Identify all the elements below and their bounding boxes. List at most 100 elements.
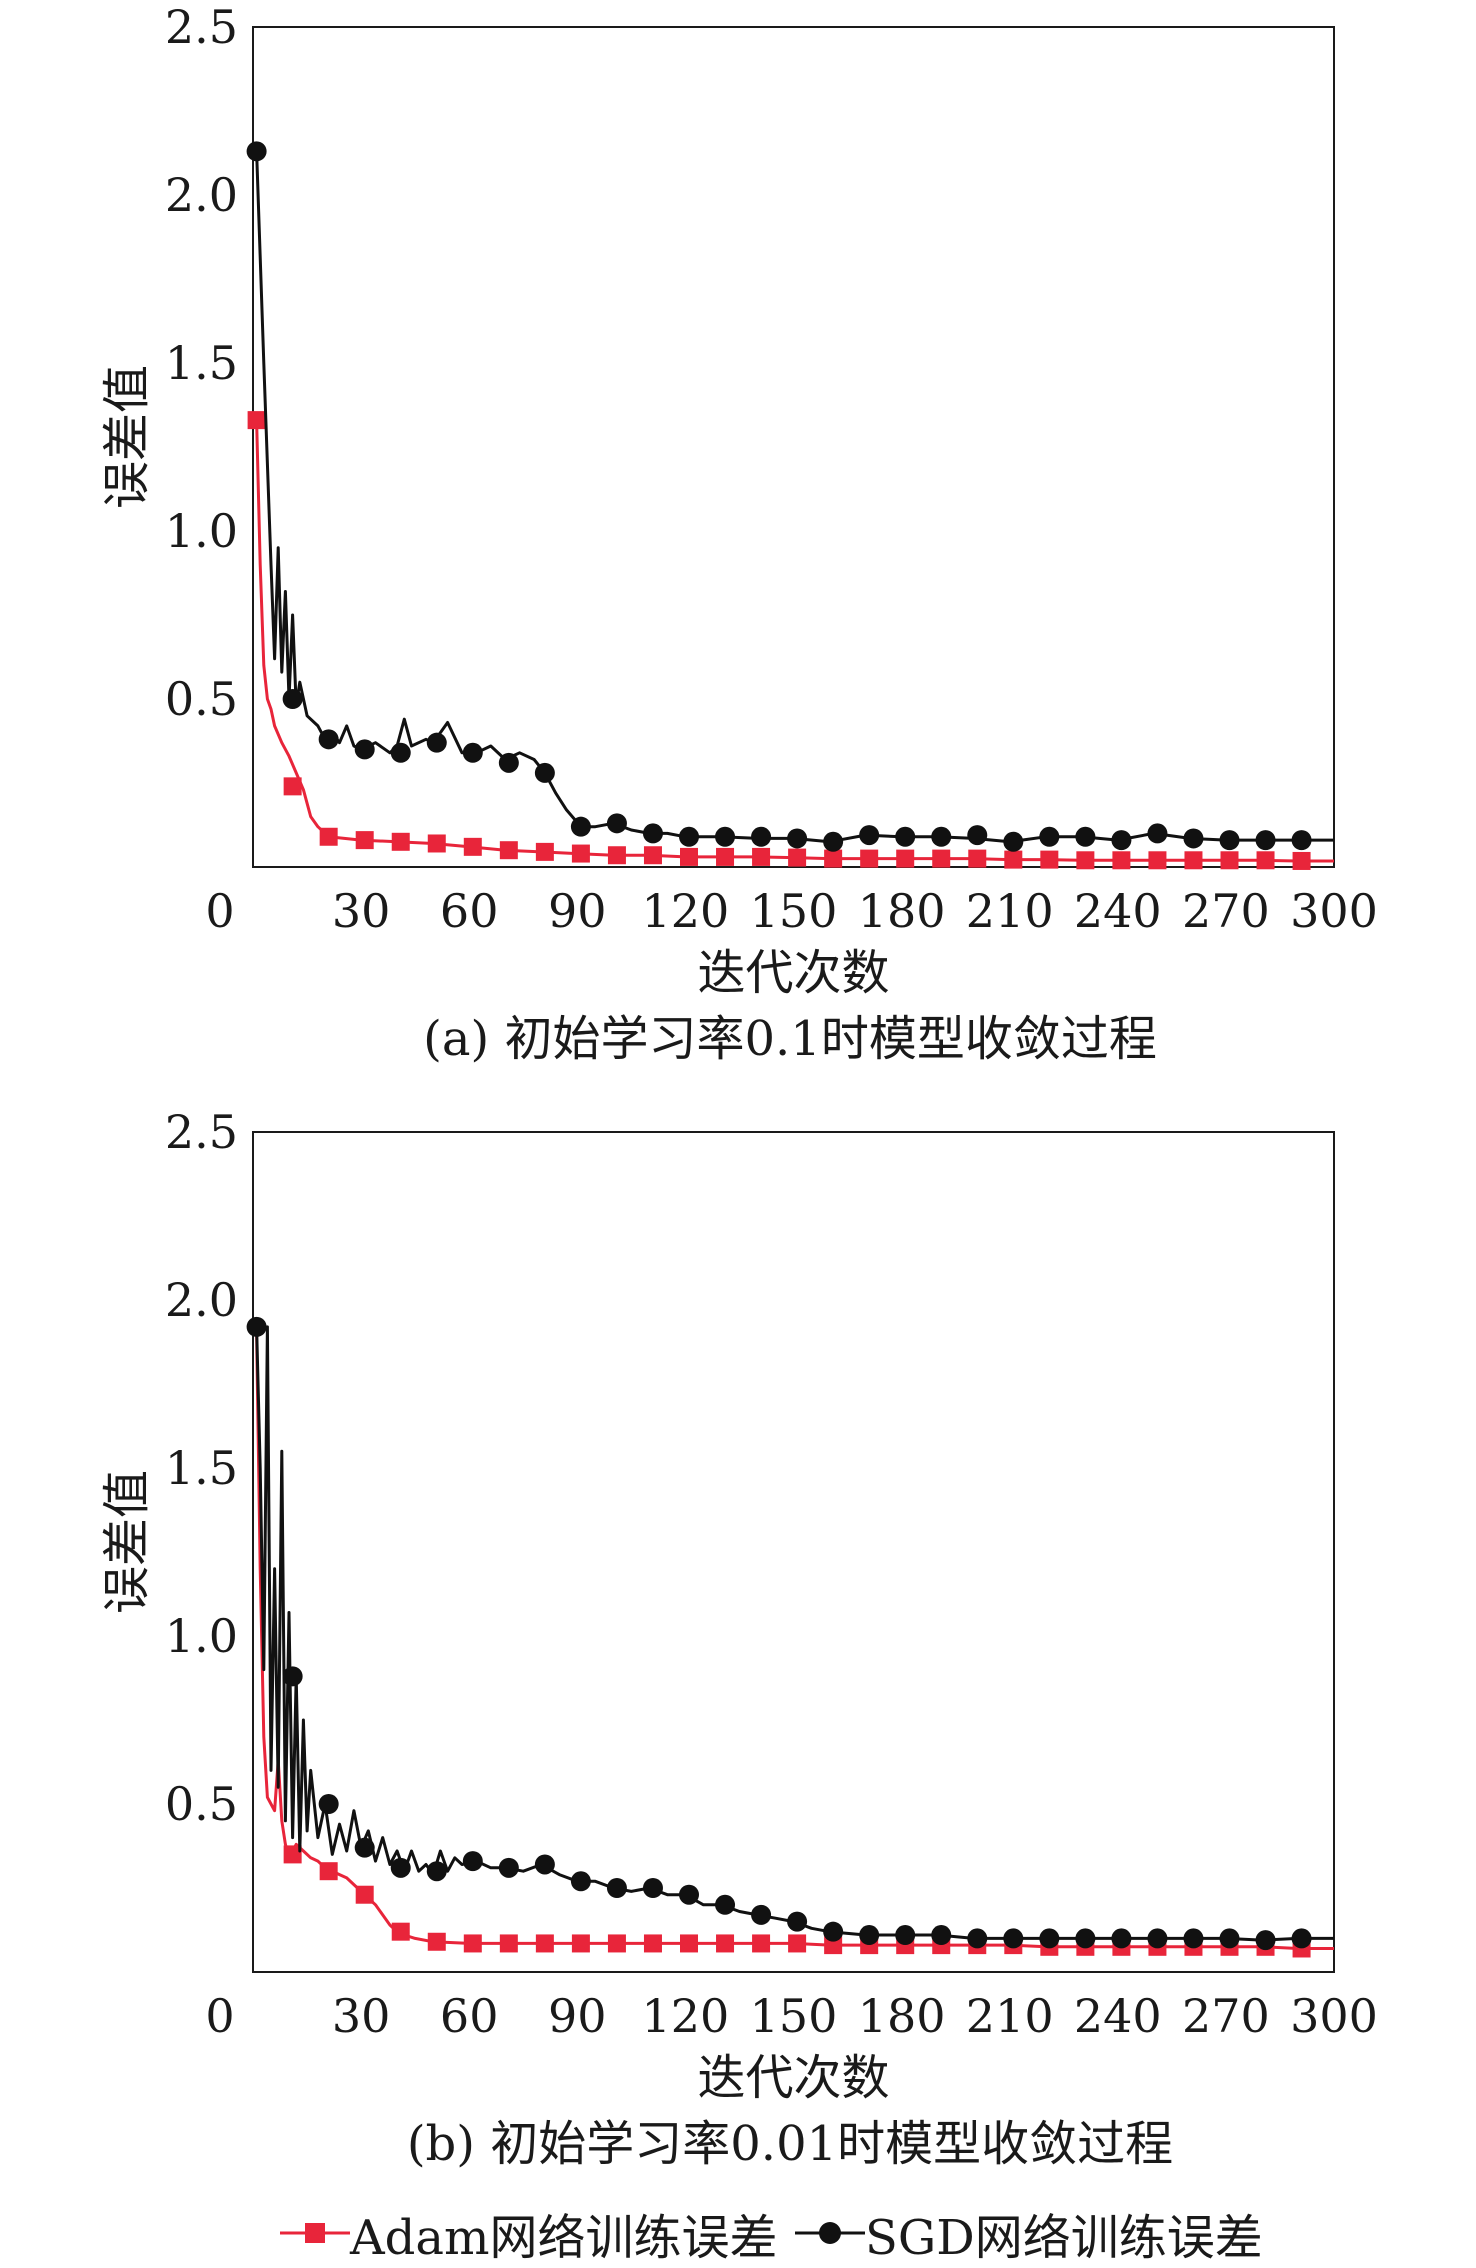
chart-a-adam-marker-28 [1256, 851, 1275, 870]
legend-sgd-swatch [795, 2222, 865, 2244]
chart-a-plot-frame [252, 26, 1335, 868]
chart-a-adam-marker-8 [535, 842, 554, 861]
chart-a-adam-marker-22 [1040, 850, 1059, 869]
chart-b-x-tick-label: 150 [750, 1989, 838, 2043]
chart-b-adam-marker-13 [752, 1934, 771, 1953]
chart-b-adam-marker-10 [643, 1934, 662, 1953]
chart-a-sgd-marker-3 [354, 739, 375, 760]
chart-a-sgd-marker-21 [1003, 831, 1024, 852]
chart-a-x-tick-label: 270 [1182, 884, 1270, 938]
chart-panel-a: 0 30 60 90 120 150 180 210 240 270 300 0.5 1.0 1.5 2.0… [0, 0, 1476, 1105]
chart-b-adam-marker-3 [391, 1922, 410, 1941]
chart-a-sgd-marker-2 [318, 729, 339, 750]
chart-a-adam-marker-19 [932, 849, 951, 868]
chart-a-sgd-marker-13 [715, 826, 736, 847]
legend: Adam网络训练误差 SGD网络训练误差 [270, 2205, 1370, 2266]
chart-a-x-tick-label: 210 [966, 884, 1054, 938]
chart-b-adam-marker-9 [607, 1934, 626, 1953]
chart-a-sgd-marker-11 [642, 823, 663, 844]
chart-b-sgd-marker-16 [823, 1921, 844, 1942]
chart-b-sgd-marker-1 [282, 1666, 303, 1687]
chart-a-x-tick-label: 240 [1074, 884, 1162, 938]
chart-b-sgd-marker-14 [751, 1904, 772, 1925]
chart-a-sgd-marker-16 [823, 831, 844, 852]
chart-a-adam-marker-27 [1220, 851, 1239, 870]
chart-a-adam-marker-5 [427, 834, 446, 853]
chart-b-sgd-marker-28 [1255, 1930, 1276, 1951]
chart-a-adam-marker-16 [824, 849, 843, 868]
chart-a-adam-marker-0 [247, 411, 266, 430]
chart-b-sgd-marker-23 [1075, 1928, 1096, 1949]
chart-a-sgd-line [255, 151, 1334, 844]
chart-b-adam-marker-15 [824, 1936, 843, 1955]
chart-b-sgd-marker-15 [787, 1911, 808, 1932]
chart-b-sgd-marker-27 [1219, 1928, 1240, 1949]
chart-b-sgd-marker-19 [931, 1925, 952, 1946]
chart-a-sgd-marker-12 [679, 826, 700, 847]
chart-b-sgd-marker-29 [1291, 1928, 1312, 1949]
chart-b-x-axis-label: 迭代次数 [697, 2050, 889, 2106]
chart-b-sgd-marker-7 [498, 1857, 519, 1878]
chart-a-sgd-marker-28 [1255, 830, 1276, 851]
chart-b-sgd-marker-13 [715, 1894, 736, 1915]
chart-b-sgd-line [255, 1325, 1334, 1942]
chart-b-caption: (b) 初始学习率0.01时模型收敛过程 [407, 2116, 1173, 2172]
chart-a-adam-marker-29 [1292, 851, 1311, 870]
legend-adam-swatch [280, 2223, 350, 2243]
chart-a-adam-marker-7 [499, 841, 518, 860]
chart-a-adam-marker-3 [355, 831, 374, 850]
chart-a-adam-marker-12 [680, 847, 699, 866]
chart-a-caption: (a) 初始学习率0.1时模型收敛过程 [423, 1011, 1157, 1067]
chart-a-sgd-marker-26 [1183, 828, 1204, 849]
chart-b-sgd-marker-17 [859, 1925, 880, 1946]
chart-b-y-tick-label: 2.5 [165, 1105, 238, 1159]
chart-a-adam-marker-1 [283, 777, 302, 796]
legend-sgd-label: SGD网络训练误差 [865, 2210, 1263, 2266]
chart-a-sgd-marker-8 [534, 762, 555, 783]
chart-b-adam-marker-7 [535, 1934, 554, 1953]
chart-b-sgd-marker-2 [318, 1794, 339, 1814]
chart-b-sgd-marker-10 [606, 1878, 627, 1898]
chart-a-sgd-marker-20 [967, 825, 988, 846]
chart-b-adam-marker-4 [427, 1932, 446, 1951]
chart-a-x-tick-label: 150 [750, 884, 838, 938]
chart-b-x-tick-label: 30 [332, 1989, 391, 2043]
chart-a-sgd-marker-25 [1147, 823, 1168, 844]
chart-b-x-tick-label: 240 [1074, 1989, 1162, 2043]
chart-a-adam-marker-13 [716, 847, 735, 866]
chart-b-adam-marker-11 [680, 1934, 699, 1953]
chart-a-adam-marker-10 [607, 846, 626, 865]
chart-a-adam-marker-17 [860, 849, 879, 868]
chart-a-adam-marker-26 [1184, 851, 1203, 870]
chart-b-sgd-marker-20 [967, 1928, 988, 1949]
chart-b-sgd-marker-9 [570, 1871, 591, 1892]
chart-a-sgd-marker-9 [570, 816, 591, 837]
chart-b-sgd-marker-18 [895, 1925, 916, 1946]
chart-b-sgd-marker-0 [246, 1316, 267, 1337]
chart-a-y-tick-label: 2.5 [165, 0, 238, 54]
chart-a-sgd-marker-17 [859, 825, 880, 846]
chart-b-x-tick-label: 210 [966, 1989, 1054, 2043]
chart-a-sgd-marker-24 [1111, 830, 1132, 851]
chart-a-adam-marker-23 [1076, 851, 1095, 870]
chart-a-sgd-marker-0 [246, 141, 267, 162]
chart-b-x-tick-label: 300 [1290, 1989, 1378, 2043]
chart-b-x-tick-label: 180 [858, 1989, 946, 2043]
chart-a-adam-marker-6 [463, 837, 482, 856]
chart-a-sgd-marker-5 [426, 732, 447, 753]
chart-a-adam-marker-9 [571, 844, 590, 863]
chart-b-y-tick-label: 1.0 [165, 1609, 238, 1663]
chart-panel-b: 0 30 60 90 120 150 180 210 240 270 300 0.5 1.0 1.5 2.0… [0, 1105, 1476, 2210]
chart-b-adam-marker-0 [283, 1845, 302, 1864]
chart-a-y-axis-label: 误差值 [99, 365, 155, 509]
legend-sgd-circle-marker [819, 2222, 841, 2244]
chart-b-x-tick-label: 90 [548, 1989, 607, 2043]
legend-item-sgd: SGD网络训练误差 [795, 2205, 1263, 2266]
chart-b-sgd-marker-5 [426, 1861, 447, 1882]
chart-b-adam-marker-12 [716, 1934, 735, 1953]
chart-a-sgd-marker-4 [390, 742, 411, 763]
chart-a-adam-line [255, 420, 1334, 863]
chart-a-sgd-marker-23 [1075, 826, 1096, 847]
chart-a-sgd-marker-1 [282, 689, 303, 709]
